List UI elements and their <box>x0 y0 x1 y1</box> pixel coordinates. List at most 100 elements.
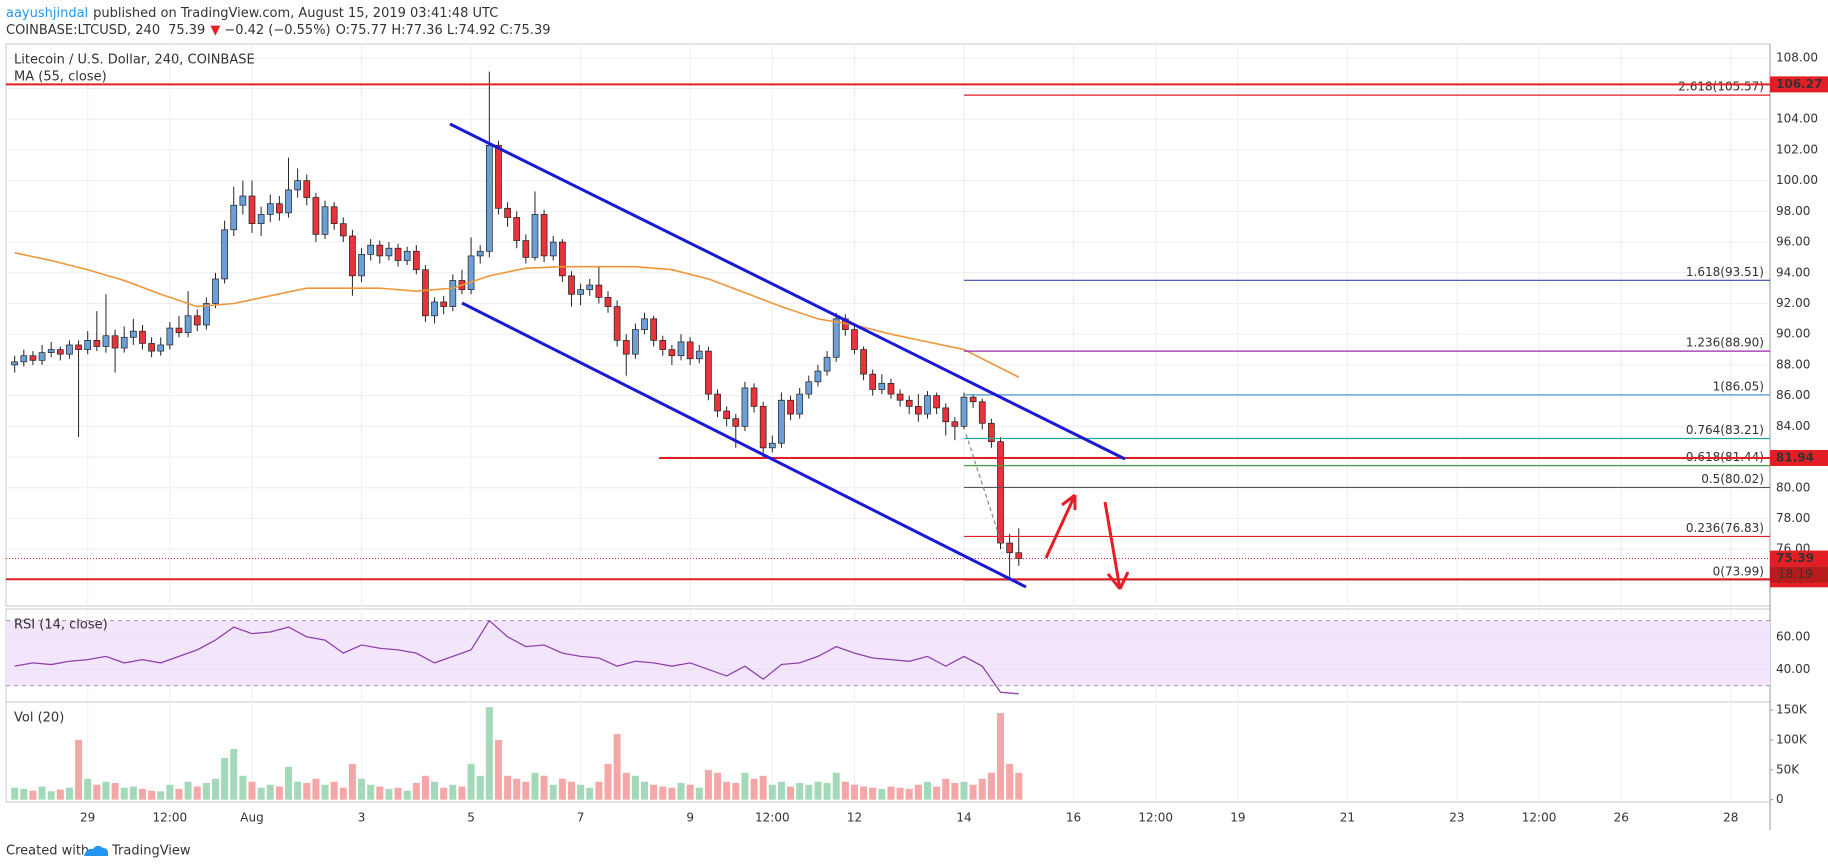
candle-body <box>905 399 913 407</box>
volume-bar <box>84 778 92 800</box>
y-tick-label: 150K <box>1776 703 1808 717</box>
volume-bar <box>650 784 658 800</box>
volume-bar <box>522 781 530 800</box>
candle-body <box>203 303 210 326</box>
volume-bar <box>951 782 959 800</box>
level-box <box>1770 76 1828 93</box>
volume-bar <box>175 788 183 800</box>
volume-bar <box>358 778 366 800</box>
y-tick-label: 104.00 <box>1776 112 1818 126</box>
candle-body <box>358 254 365 277</box>
candle-body <box>193 315 201 326</box>
fib-label: 0.5(80.02) <box>1701 472 1764 486</box>
chart-layer: 29 12:00 Aug 3 5 7 9 12:00 12 14 16 12:00 19 21 23 12:0… <box>5 43 1818 830</box>
x-tick-label: 28 <box>1723 811 1738 825</box>
y-tick-label: 50K <box>1776 762 1800 776</box>
candle-body <box>750 387 758 407</box>
volume-bar <box>613 734 621 800</box>
volume-bar <box>869 787 877 800</box>
volume-bar <box>531 772 539 800</box>
y-tick-label: 94.00 <box>1776 265 1810 279</box>
volume-bar <box>485 707 493 800</box>
candle-body <box>367 244 375 255</box>
volume-bar <box>504 775 512 800</box>
candle-body <box>166 327 174 346</box>
candle-body <box>339 223 347 237</box>
volume-bar <box>631 775 639 800</box>
candle-body <box>440 301 448 307</box>
candle-body <box>321 206 329 235</box>
fib-label: 0.764(83.21) <box>1686 423 1764 437</box>
y-tick-label: 60.00 <box>1776 629 1810 643</box>
volume-bar <box>942 778 950 800</box>
y-tick-label: 86.00 <box>1776 388 1810 402</box>
volume-bar <box>997 713 1005 800</box>
candle-body <box>495 144 502 209</box>
volume-bar <box>421 775 429 800</box>
volume-bar <box>367 784 375 800</box>
volume-bar <box>239 775 247 800</box>
y-tick-label: 92.00 <box>1776 296 1810 310</box>
candle-body <box>650 318 657 341</box>
candle-body <box>56 349 64 355</box>
candle-body <box>38 352 46 361</box>
candle-body <box>695 350 703 360</box>
volume-bar <box>65 787 73 800</box>
y-tick-label: 96.00 <box>1776 235 1810 249</box>
author: aayushjindal <box>6 6 88 21</box>
header-line: aayushjindal published on TradingView.com… <box>6 6 498 21</box>
volume-bar <box>412 782 420 800</box>
symbol-line: COINBASE:LTCUSD, 240 75.39 ▼ −0.42 (−0.55%)… <box>6 23 551 38</box>
volume-bar <box>157 791 165 800</box>
volume-bar <box>257 787 265 800</box>
y-tick-label: 108.00 <box>1776 50 1818 64</box>
volume-bar <box>102 781 110 800</box>
candle-body <box>175 327 183 334</box>
fib-label: 0(73.99) <box>1713 565 1764 579</box>
volume-bar <box>120 787 128 800</box>
volume-bar <box>577 784 585 800</box>
volume-bar <box>905 788 913 800</box>
candle-body <box>622 340 630 355</box>
x-tick-label: 16 <box>1066 811 1081 825</box>
candle-body <box>832 318 840 358</box>
volume-bar <box>403 790 411 800</box>
volume-bar <box>321 784 329 800</box>
y-tick-label: 40.00 <box>1776 662 1810 676</box>
volume-bar <box>494 739 502 800</box>
candle-body <box>796 393 804 415</box>
volume-bar <box>558 778 566 800</box>
x-tick-label: 12:00 <box>153 811 188 825</box>
change: −0.42 (−0.55%) <box>224 23 330 38</box>
channel-upper <box>449 122 1126 461</box>
candle-body <box>467 255 475 291</box>
volume-bar <box>823 782 831 800</box>
volume-bar <box>741 772 749 800</box>
candle-body <box>978 401 986 424</box>
candle-body <box>778 399 785 444</box>
candle-body <box>522 240 530 258</box>
candle-body <box>139 330 146 344</box>
candle-body <box>129 330 137 338</box>
volume-bar <box>732 782 740 800</box>
volume-bar <box>923 781 931 800</box>
last-price-box <box>1770 550 1828 567</box>
volume-bar <box>814 781 822 800</box>
ma-line <box>14 252 1020 378</box>
fib-label: 1.236(88.90) <box>1686 336 1764 350</box>
candle-body <box>394 247 402 261</box>
volume-bar <box>275 786 283 800</box>
candle-body <box>1006 542 1013 554</box>
volume-bar <box>850 784 858 800</box>
candle-body <box>485 144 493 252</box>
volume-bar <box>312 778 320 800</box>
candle-body <box>93 340 101 347</box>
volume-bar <box>832 772 840 800</box>
candle-body <box>102 335 110 347</box>
ohlc-text: O:75.77 H:77.36 L:74.92 C:75.39 <box>336 23 551 38</box>
candle-body <box>896 393 904 401</box>
candle-body <box>759 406 767 449</box>
pane-title: Litecoin / U.S. Dollar, 240, COINBASE <box>14 53 255 68</box>
y-tick-label: 90.00 <box>1776 327 1810 341</box>
